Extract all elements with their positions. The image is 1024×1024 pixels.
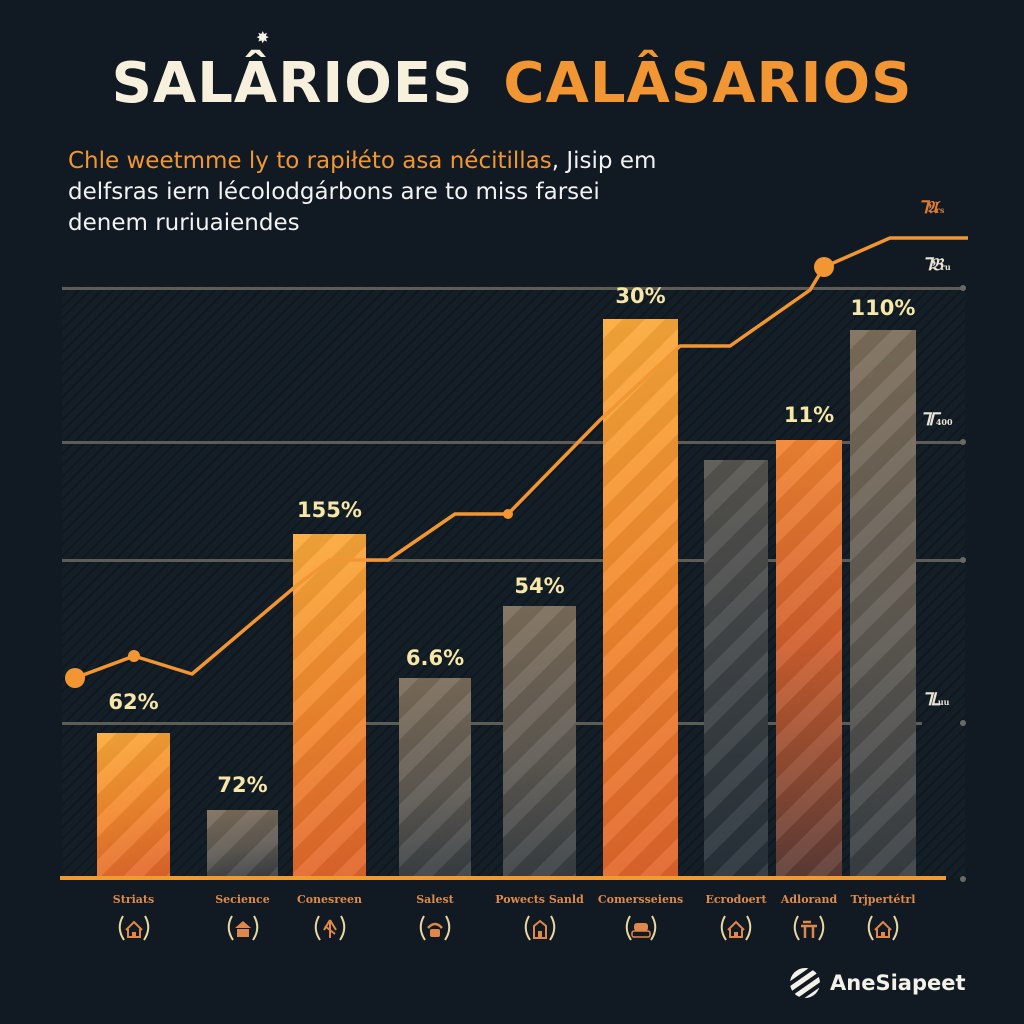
house-icon: [114, 910, 154, 942]
category-label: Adlorand: [780, 893, 838, 906]
bar: [850, 330, 916, 878]
category-label: Conesreen: [296, 893, 363, 906]
bar-value-label: 6.6%: [405, 646, 465, 670]
gridline-end-dot: [960, 557, 966, 563]
gridline-end-dot: [960, 439, 966, 445]
tree-icon: [310, 910, 350, 942]
gridline: [62, 287, 962, 290]
bar-value-label: 72%: [217, 773, 268, 797]
line-point: [65, 668, 85, 688]
globe-stripes-icon: [790, 968, 820, 998]
y-axis-label: ᒣ𝔄rs: [918, 198, 945, 218]
car-icon: [621, 910, 661, 942]
title-part-1: SALÂRIOES: [111, 51, 474, 116]
category-label: Salest: [416, 893, 454, 906]
line-point: [814, 257, 834, 277]
desk-icon: [789, 910, 829, 942]
gridline: [62, 441, 962, 444]
category-label: Striats: [112, 893, 155, 906]
bar: [704, 460, 768, 878]
bar: [293, 534, 366, 878]
baseline-end-dot: [960, 876, 966, 882]
title-part-2: CALÂSARIOS: [503, 51, 913, 116]
house-icon: [716, 910, 756, 942]
category-label: Secience: [215, 893, 270, 906]
subtitle-line1-rest: , Jisip em: [551, 148, 657, 174]
bar: [207, 810, 278, 878]
y-axis-label: ᒣᒪuu: [922, 690, 950, 710]
y-axis-label: ᒣ𝔅ru: [922, 255, 951, 275]
category-label: Ecrodoert: [705, 893, 767, 906]
category-label: Trjpertétrl: [850, 893, 916, 906]
line-point: [128, 650, 140, 662]
line-point: [503, 509, 513, 519]
bar: [603, 319, 678, 878]
brand-logo: AneSiapeet: [788, 966, 966, 1000]
house-icon: [863, 910, 903, 942]
building-icon: [520, 910, 560, 942]
subtitle-highlight: Chle weetmme ly to rapiłéto asa nécitill…: [68, 148, 552, 174]
y-axis-label: ᒣᒥ400: [920, 410, 953, 430]
gridline: [62, 722, 922, 725]
gridline: [62, 559, 962, 562]
bar-value-label: 62%: [108, 690, 159, 714]
gridline-end-dot: [960, 720, 966, 726]
bar-value-label: 155%: [297, 498, 362, 522]
bar: [776, 440, 842, 878]
bar-value-label: 11%: [783, 403, 835, 427]
x-axis-baseline: [60, 876, 946, 880]
temple-icon: [223, 910, 263, 942]
bar: [399, 678, 471, 878]
bar-value-label: 30%: [615, 284, 666, 308]
bar-value-label: 110%: [850, 296, 916, 320]
brand-name: AneSiapeet: [830, 971, 966, 995]
bar: [503, 606, 576, 878]
phone-icon: [415, 910, 455, 942]
subtitle-line3: denem ruriuaiendes: [68, 210, 300, 236]
star-icon: ✸: [256, 28, 270, 47]
category-label: Comersseiens: [597, 893, 684, 906]
subtitle: Chle weetmme ly to rapiłéto asa nécitill…: [68, 146, 788, 239]
bar: [97, 733, 170, 878]
category-label: Powects Sanld: [495, 893, 584, 906]
gridline-end-dot: [960, 285, 966, 291]
bar-value-label: 54%: [514, 574, 565, 598]
page-title: SALÂRIOES CALÂSARIOS: [0, 52, 1024, 116]
subtitle-line2: delfsras iern lécolodgárbons are to miss…: [68, 179, 600, 205]
